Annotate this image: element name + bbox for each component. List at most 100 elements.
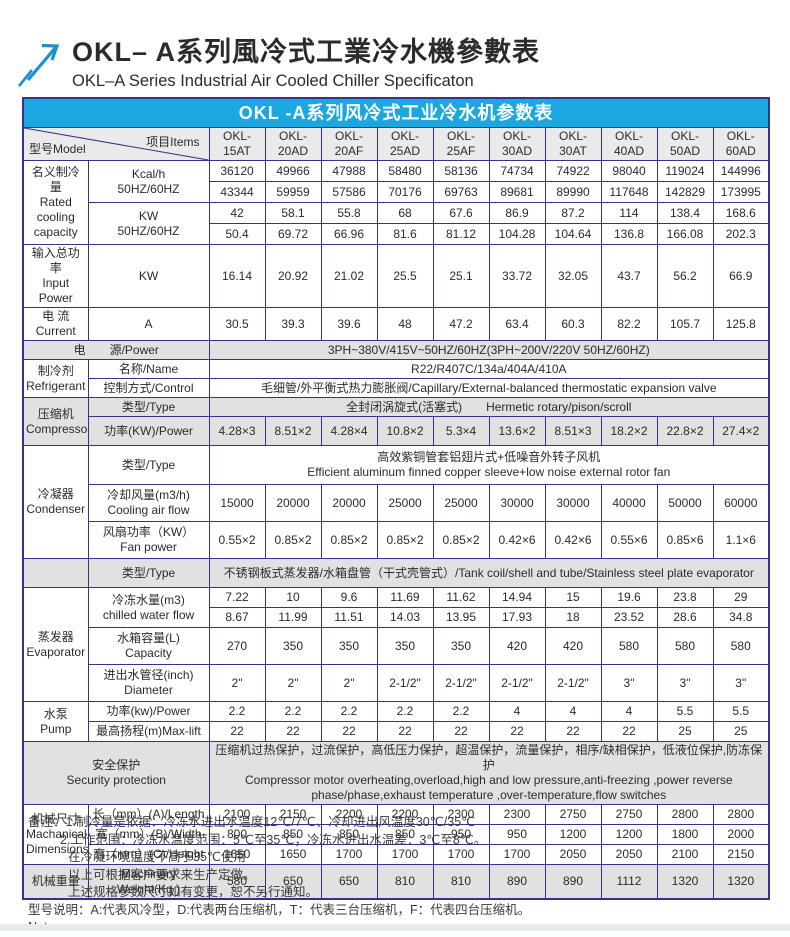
spec-value-cell: 2050	[544, 844, 602, 865]
spec-value-cell: 2800	[656, 804, 714, 825]
spec-value-cell: 0.55×2	[208, 521, 266, 559]
spec-value-cell: 3"	[656, 664, 714, 702]
spec-value-cell: 11.99	[264, 607, 322, 628]
spec-value-cell: 2-1/2"	[376, 664, 434, 702]
spec-value-cell: 82.2	[600, 307, 658, 341]
page-header: OKL– A系列風冷式工業冷水機參數表 OKL–A Series Industr…	[16, 30, 540, 91]
spec-value-cell: 66.96	[320, 223, 378, 245]
spec-value-cell: 9.6	[320, 587, 378, 608]
spec-value-cell: 3"	[712, 664, 770, 702]
spec-value-cell: 1650	[264, 844, 322, 865]
rated-kcal-60hz-row: 43344 59959 57586 70176 69763 89681 89990 11764…	[23, 181, 770, 203]
weight-unit-label: Machinery Weight(Kg )	[87, 864, 210, 900]
spec-value-cell: 23.52	[600, 607, 658, 628]
fan-power-label: 风扇功率（KW） Fan power	[87, 521, 210, 559]
spec-value-cell: 420	[544, 627, 602, 665]
pump-label: 水泵 Pump	[22, 701, 89, 742]
spec-value-cell: 33.72	[488, 244, 546, 308]
spec-value-cell: 27.4×2	[712, 416, 770, 446]
rated-kw-60hz-row: 50.4 69.72 66.96 81.6 81.12 104.28 104.64 136.8…	[23, 223, 770, 245]
model-column-header: OKL- 20AF	[320, 127, 378, 161]
spec-value-cell: 69.72	[264, 223, 322, 245]
compressor-type-value: 全封闭涡旋式(活塞式) Hermetic rotary/pison/scroll	[208, 397, 770, 417]
spec-value-cell: 57586	[320, 181, 378, 203]
spec-value-cell: 4	[544, 701, 602, 722]
spec-value-cell: 2.2	[320, 701, 378, 722]
spec-value-cell: 22	[488, 721, 546, 742]
weight-cat-label: 机械重量	[22, 864, 89, 900]
bottom-strip	[0, 924, 790, 931]
spec-value-cell: 25	[712, 721, 770, 742]
compressor-label: 压缩机 Compressor	[22, 397, 89, 446]
spec-value-cell: 350	[376, 627, 434, 665]
spec-value-cell: 32.05	[544, 244, 602, 308]
spec-value-cell: 22	[376, 721, 434, 742]
spec-value-cell: 22	[544, 721, 602, 742]
spec-value-cell: 2150	[712, 844, 770, 865]
weight-row: 机械重量 Machinery Weight(Kg ) 580 650 650 810 8…	[22, 864, 770, 900]
spec-value-cell: 0.85×6	[656, 521, 714, 559]
note-line: 2.工作范围：冷冻水温度范围：5℃至35℃；冷冻水进出水温差：3℃至8℃。	[60, 832, 487, 847]
spec-value-cell: 89681	[488, 181, 546, 203]
spec-value-cell: 56.2	[656, 244, 714, 308]
spec-value-cell: 1112	[600, 864, 658, 900]
spec-value-cell: 4	[488, 701, 546, 722]
pump-power-label: 功率(kw)/Power	[87, 701, 210, 722]
spec-value-cell: 13.6×2	[488, 416, 546, 446]
power-supply-value: 3PH~380V/415V~50HZ/60HZ(3PH~200V/220V 50…	[208, 340, 770, 360]
max-lift-label: 最高扬程(m)Max-lift	[87, 721, 210, 742]
spec-value-cell: 4.28×3	[208, 416, 266, 446]
evaporator-label: 蒸发器 Evaporator	[22, 587, 89, 702]
spec-value-cell: 17.93	[488, 607, 546, 628]
spec-value-cell: 1650	[208, 844, 266, 865]
model-column-header: OKL- 50AD	[656, 127, 714, 161]
spec-value-cell: 29	[712, 587, 770, 608]
spec-value-cell: 810	[376, 864, 434, 900]
spec-value-cell: 15000	[208, 484, 266, 522]
spec-value-cell: 890	[544, 864, 602, 900]
spec-value-cell: 5.5	[712, 701, 770, 722]
fan-power-row: 风扇功率（KW） Fan power 0.55×2 0.85×2 0.85×2 0.8…	[23, 521, 770, 559]
spec-value-cell: 34.8	[712, 607, 770, 628]
table-banner: OKL -A系列风冷式工业冷水机参数表	[22, 97, 770, 128]
note-line: 备注：1.制冷量是依据：冷冻水进出水温度12℃/7℃、冷却进出风温度30℃/35…	[28, 815, 476, 829]
spec-value-cell: 39.3	[264, 307, 322, 341]
spec-value-cell: 580	[656, 627, 714, 665]
spec-value-cell: 5.3×4	[432, 416, 490, 446]
spec-value-cell: 270	[208, 627, 266, 665]
spec-value-cell: 30.5	[208, 307, 266, 341]
condenser-type-label: 类型/Type	[87, 445, 210, 485]
rated-capacity-label: 名义制冷量 Rated cooling capacity	[22, 160, 89, 245]
spec-value-cell: 11.69	[376, 587, 434, 608]
spec-value-cell: 15	[544, 587, 602, 608]
refrigerant-control-label: 控制方式/Control	[87, 378, 210, 398]
spec-value-cell: 59959	[264, 181, 322, 203]
spec-value-cell: 580	[600, 627, 658, 665]
spec-value-cell: 22	[432, 721, 490, 742]
spec-value-cell: 5.5	[656, 701, 714, 722]
spec-value-cell: 350	[320, 627, 378, 665]
spec-value-cell: 810	[432, 864, 490, 900]
spec-value-cell: 20.92	[264, 244, 322, 308]
corner-header-cell: 项目Items 型号Model	[22, 127, 210, 161]
evaporator-type-spacer	[22, 558, 89, 588]
spec-value-cell: 68	[376, 202, 434, 224]
spec-value-cell: 11.51	[320, 607, 378, 628]
chilled-water-50hz-row: 蒸发器 Evaporator 冷冻水量(m3) chilled water fl…	[22, 587, 770, 702]
spec-value-cell: 1700	[320, 844, 378, 865]
compressor-power-row: 功率(KW)/Power 4.28×3 8.51×2 4.28×4 10.8×2 5.3…	[23, 416, 770, 446]
spec-table: OKL -A系列风冷式工业冷水机参数表 项目Items 型号Model OKL-…	[22, 97, 771, 900]
page-subtitle: OKL–A Series Industrial Air Cooled Chill…	[72, 72, 474, 90]
spec-value-cell: 1320	[656, 864, 714, 900]
model-column-header: OKL- 25AF	[432, 127, 490, 161]
spec-value-cell: 117648	[600, 181, 658, 203]
current-row: 电 流 Current A 30.5 39.3 39.6 48 47.2 63.4 60.3…	[22, 307, 770, 341]
power-supply-label: 电 源/Power	[22, 340, 210, 360]
spec-value-cell: 25.1	[432, 244, 490, 308]
spec-value-cell: 1200	[600, 824, 658, 845]
diagonal-divider	[24, 128, 208, 160]
spec-value-cell: 49966	[264, 160, 322, 182]
input-power-unit: KW	[87, 244, 210, 308]
current-label: 电 流 Current	[22, 307, 89, 341]
spec-value-cell: 42	[208, 202, 266, 224]
